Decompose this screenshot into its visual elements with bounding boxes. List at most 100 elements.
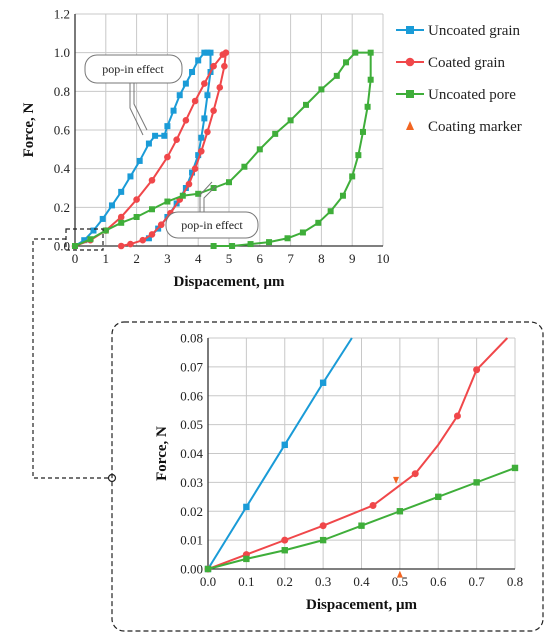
main-series-coated-grain (71, 49, 230, 250)
main-x-tick-label: 1 (103, 251, 110, 266)
inset-data-point (369, 501, 377, 509)
main-data-point (164, 123, 171, 130)
main-data-point (266, 239, 273, 246)
main-data-point (152, 132, 159, 139)
legend-label: Uncoated grain (428, 23, 521, 39)
main-data-point (315, 219, 322, 226)
inset-grid (207, 337, 516, 570)
legend-marker (405, 57, 415, 67)
main-data-point (72, 243, 78, 249)
inset-data-point (473, 479, 480, 486)
main-data-point (191, 97, 199, 105)
main-data-point (189, 169, 196, 176)
main-data-point (355, 152, 362, 159)
legend-item: Uncoated pore (396, 87, 516, 103)
legend-marker (406, 90, 414, 98)
main-x-axis-title: Dispacement, μm (174, 274, 285, 290)
pop-in-callout-leader (133, 83, 148, 131)
main-x-tick-label: 4 (195, 251, 202, 266)
inset-y-tick-label: 0.02 (180, 504, 203, 519)
main-data-point (99, 215, 106, 222)
main-y-tick-label: 0.4 (54, 161, 71, 176)
main-data-point (179, 192, 186, 199)
main-data-point (221, 62, 228, 70)
inset-x-tick-label: 0.0 (200, 574, 216, 589)
main-data-point (148, 176, 156, 184)
main-data-point (216, 84, 224, 91)
main-data-point (173, 136, 180, 143)
main-data-point (210, 243, 217, 249)
inset-data-point (319, 379, 327, 386)
main-data-point (201, 49, 208, 56)
inset-x-axis-title: Dispacement, μm (306, 597, 417, 613)
inset-y-tick-label: 0.00 (180, 562, 203, 577)
main-data-point (287, 117, 294, 124)
main-data-point (157, 221, 165, 229)
main-data-point (164, 153, 171, 161)
legend: Uncoated grain Coated grain Uncoated pore C… (396, 23, 522, 135)
main-data-point (349, 173, 356, 180)
inset-data-point (243, 503, 250, 511)
pop-in-callout-label-2: pop-in effect (181, 218, 243, 232)
pop-in-callout-leader (129, 83, 144, 136)
inset-x-tick-label: 0.1 (238, 574, 254, 589)
main-data-point (118, 219, 125, 226)
main-data-point (102, 227, 109, 234)
zoom-connector-line (32, 238, 112, 479)
inset-data-point (358, 522, 365, 529)
main-y-tick-label: 0.0 (54, 239, 70, 254)
main-data-point (333, 72, 340, 79)
main-data-point (367, 76, 374, 83)
inset-data-point (281, 547, 288, 554)
main-data-point (90, 227, 97, 234)
inset-y-tick-label: 0.01 (180, 533, 203, 548)
main-data-point (195, 190, 202, 197)
inset-data-point (281, 441, 288, 449)
main-data-point (108, 202, 115, 209)
main-data-point (201, 115, 208, 122)
main-data-point (189, 69, 196, 75)
main-x-tick-label: 9 (349, 251, 356, 266)
main-data-point (185, 180, 193, 188)
inset-series-uncoated-pore (204, 464, 519, 573)
main-series-line (74, 51, 227, 247)
main-data-point (117, 242, 125, 250)
main-x-tick-label: 2 (133, 251, 140, 266)
main-data-point (145, 235, 152, 242)
inset-coating-marker (393, 476, 400, 484)
inset-data-point (204, 565, 212, 573)
main-data-point (284, 235, 291, 242)
main-data-point (318, 86, 325, 93)
inset-panel: 0.0 0.1 0.2 0.3 0.4 0.5 0.6 0.7 0.8 0.00 0.01 0.02 0… (154, 331, 523, 614)
inset-y-tick-label: 0.04 (180, 446, 203, 461)
main-data-point (149, 206, 155, 213)
inset-data-point (411, 470, 419, 478)
inset-x-tick-label: 0.8 (507, 574, 523, 589)
main-grid (74, 13, 384, 247)
main-panel: 0 1 2 3 4 5 6 7 8 9 10 0.0 0.2 0.4 0.6 0.8 1.0 1.2 Dispace… (21, 7, 390, 291)
main-y-tick-label: 0.8 (54, 84, 70, 99)
legend-label: Uncoated pore (428, 87, 516, 103)
main-x-tick-label: 3 (164, 251, 171, 266)
pop-in-callout-leader-2 (199, 181, 213, 212)
main-data-point (359, 128, 366, 135)
main-data-point (241, 163, 248, 170)
legend-marker (406, 26, 414, 34)
legend-label: Coated grain (428, 55, 506, 71)
inset-x-tick-label: 0.3 (315, 574, 331, 589)
legend-marker (406, 121, 414, 130)
zoom-connector (32, 228, 544, 632)
main-data-point (210, 107, 217, 114)
main-data-point (139, 236, 147, 244)
inset-coating-marker (396, 570, 403, 578)
main-x-tick-label: 10 (377, 251, 390, 266)
inset-data-point (511, 464, 519, 472)
main-data-point (364, 103, 371, 110)
main-data-point (148, 231, 156, 238)
main-data-point (117, 213, 125, 221)
inset-x-tick-label: 0.6 (430, 574, 447, 589)
inset-data-point (435, 493, 442, 501)
main-data-point (352, 49, 359, 56)
main-x-tick-label: 6 (257, 251, 264, 266)
legend-label: Coating marker (428, 119, 522, 135)
